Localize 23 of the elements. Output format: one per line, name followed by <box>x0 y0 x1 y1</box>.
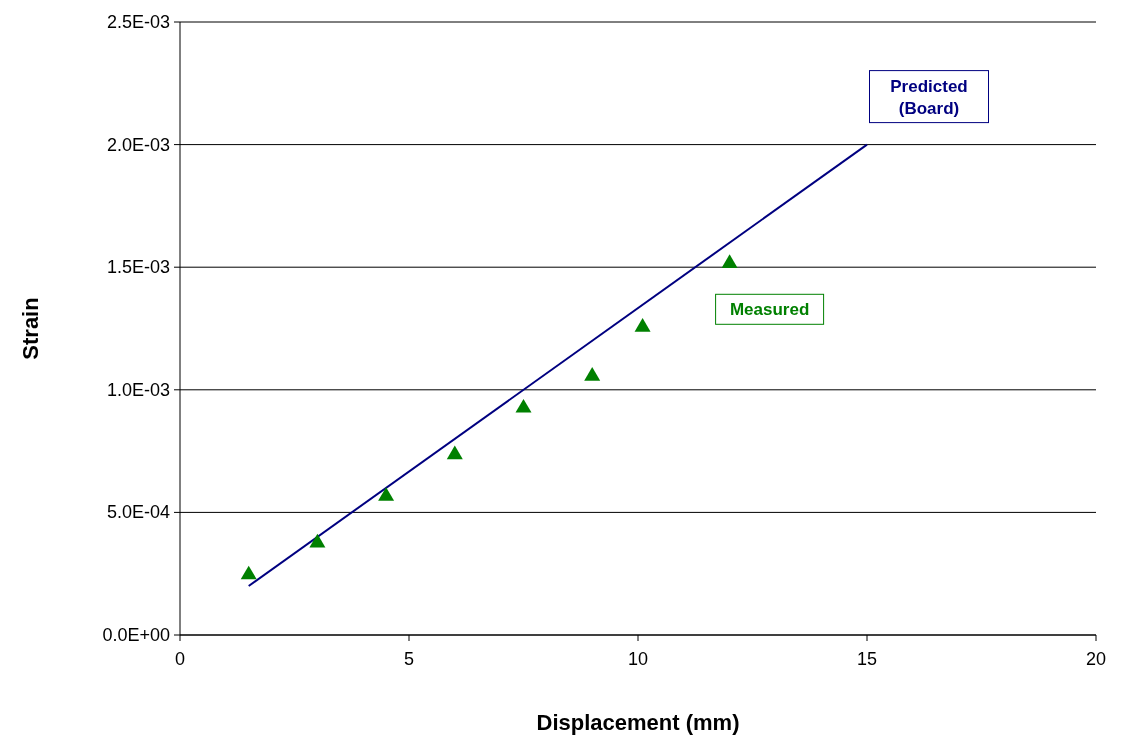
y-tick-label: 5.0E-04 <box>106 502 170 523</box>
y-tick-label: 1.5E-03 <box>106 257 170 278</box>
y-tick-label: 2.5E-03 <box>106 12 170 32</box>
x-tick-label: 0 <box>174 649 186 669</box>
point <box>515 398 532 413</box>
point <box>240 565 257 580</box>
y-axis-title: Strain <box>18 297 43 360</box>
x-tick-label: 15 <box>856 649 878 669</box>
point <box>378 487 395 501</box>
x-tick-label: 10 <box>627 649 649 669</box>
y-tick-label: 2.0E-03 <box>106 134 170 155</box>
x-axis-title: Displacement (mm) <box>536 710 740 735</box>
point <box>634 318 651 332</box>
y-tick-label: 0.0E+00 <box>102 625 170 645</box>
x-tick-label: 20 <box>1085 649 1107 669</box>
text: Predicted (Board) <box>890 76 968 118</box>
point <box>309 533 326 548</box>
series-label: Measured <box>729 300 810 320</box>
x-tick-label: 5 <box>403 649 415 669</box>
point <box>721 254 738 268</box>
point <box>446 445 463 460</box>
point <box>584 367 601 381</box>
y-tick-label: 1.0E-03 <box>106 379 170 400</box>
